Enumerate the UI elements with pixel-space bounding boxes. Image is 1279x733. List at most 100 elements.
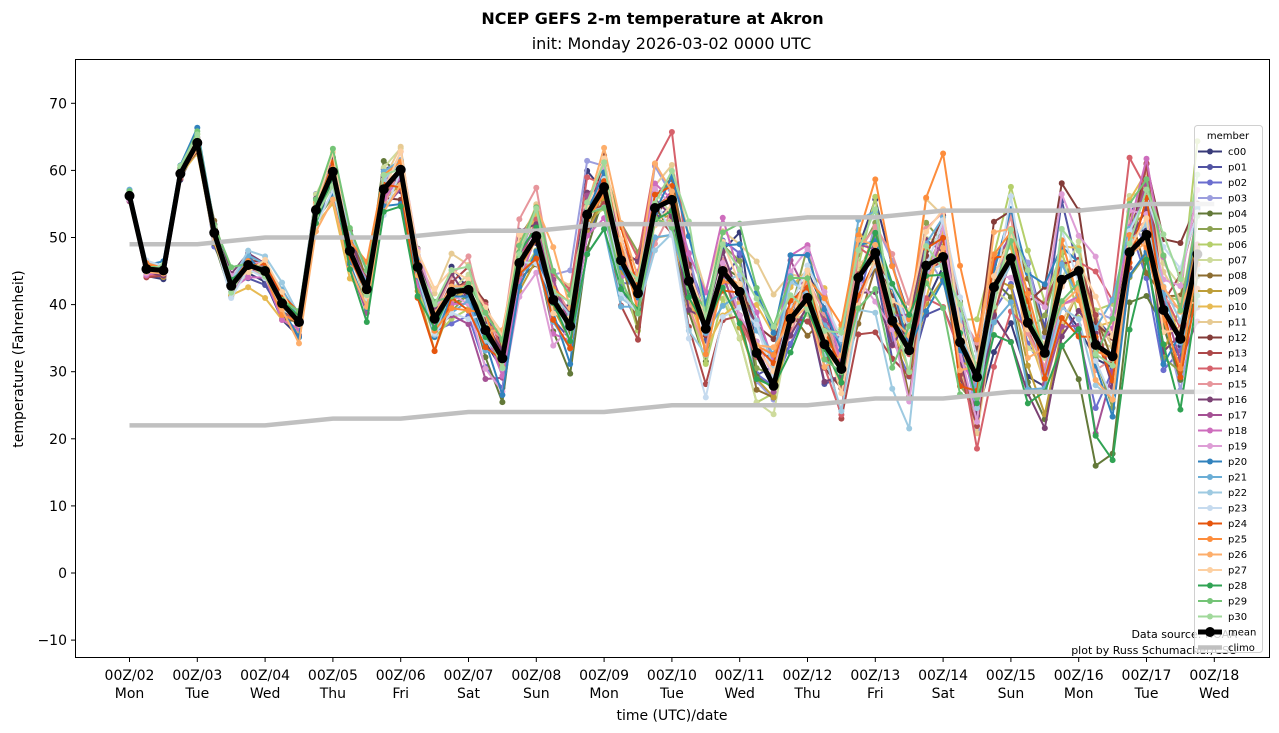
mean-point: [497, 353, 508, 364]
member-point: [380, 158, 387, 165]
member-point: [1092, 268, 1099, 275]
mean-point: [751, 347, 762, 358]
member-point: [1126, 326, 1133, 333]
member-point: [719, 260, 726, 267]
mean-point: [819, 339, 830, 350]
mean-point: [870, 247, 881, 258]
legend-marker: [1207, 520, 1213, 527]
legend-entry-p20: p20: [1198, 457, 1247, 468]
member-point: [1041, 425, 1048, 432]
member-point: [957, 262, 964, 269]
member-point: [923, 308, 930, 315]
member-point: [753, 258, 760, 265]
member-point: [736, 241, 743, 248]
member-point: [1126, 154, 1133, 161]
mean-point: [141, 264, 152, 275]
member-point: [499, 372, 506, 379]
member-point: [1024, 400, 1031, 407]
member-point: [770, 344, 777, 351]
member-point: [363, 319, 370, 326]
legend-entry-c00: c00: [1198, 147, 1246, 158]
legend-marker: [1207, 396, 1213, 403]
x-tick-label: 00Z/16: [1054, 668, 1104, 684]
legend-entry-p06: p06: [1198, 240, 1247, 251]
member-point: [482, 309, 489, 316]
y-tick-label: 40: [49, 298, 67, 314]
member-point: [228, 289, 235, 296]
member-point: [499, 391, 506, 398]
member-point: [1024, 354, 1031, 361]
x-tick-day-label: Fri: [392, 686, 409, 702]
legend-marker: [1207, 505, 1213, 511]
x-tick-day-label: Wed: [724, 686, 755, 702]
mean-point: [243, 260, 254, 271]
mean-point: [955, 337, 966, 348]
member-point: [448, 250, 455, 257]
member-point: [923, 219, 930, 226]
member-point: [872, 229, 879, 236]
legend-label: c00: [1228, 147, 1246, 158]
member-point: [889, 364, 896, 371]
member-point: [482, 365, 489, 372]
mean-point: [1056, 274, 1067, 285]
member-point: [940, 234, 947, 241]
x-axis: 00Z/02 Mon 00Z/03 Tue 00Z/04 Wed 00Z/05 Thu 00Z/…: [105, 657, 1239, 702]
member-point: [821, 306, 828, 313]
x-tick-day-label: Sun: [523, 686, 550, 702]
legend-entry-p13: p13: [1198, 349, 1247, 360]
x-tick-day-label: Mon: [1064, 686, 1094, 702]
x-tick-label: 00Z/11: [715, 668, 765, 684]
x-tick-label: 00Z/15: [986, 668, 1036, 684]
member-point: [855, 331, 862, 338]
mean-point: [1158, 304, 1169, 315]
mean-line: [127, 140, 1200, 389]
mean-point: [785, 313, 796, 324]
x-tick-day-label: Fri: [867, 686, 884, 702]
legend-marker: [1207, 241, 1213, 248]
member-point: [940, 305, 947, 312]
member-point: [584, 199, 591, 206]
x-tick-label: 00Z/08: [511, 668, 561, 684]
member-point: [465, 321, 472, 328]
member-point: [668, 188, 675, 195]
member-point: [855, 236, 862, 243]
legend-entry-p01: p01: [1198, 163, 1247, 174]
member-point: [1075, 376, 1082, 383]
mean-point: [531, 231, 542, 242]
member-point: [380, 172, 387, 179]
legend-label: p30: [1228, 612, 1247, 623]
member-point: [906, 425, 913, 432]
member-point: [1075, 316, 1082, 323]
member-point: [1075, 326, 1082, 333]
legend-entry-p29: p29: [1198, 597, 1247, 608]
legend-label: p05: [1228, 225, 1247, 236]
member-point: [499, 364, 506, 371]
member-point: [1177, 276, 1184, 283]
legend-label: p03: [1228, 194, 1247, 205]
member-point: [1058, 261, 1065, 268]
member-point: [1024, 247, 1031, 254]
member-point: [1143, 176, 1150, 183]
member-point: [821, 356, 828, 363]
mean-point: [1141, 229, 1152, 240]
member-point: [685, 294, 692, 301]
member-point: [889, 280, 896, 287]
member-point: [618, 278, 625, 285]
member-point: [787, 340, 794, 347]
member-point: [753, 365, 760, 372]
mean-point: [1022, 317, 1033, 328]
legend-label: p16: [1228, 395, 1247, 406]
member-point: [1092, 312, 1099, 319]
member-point: [465, 263, 472, 270]
member-point: [567, 370, 574, 377]
member-point: [1058, 314, 1065, 321]
member-point: [1007, 193, 1014, 200]
x-tick-day-label: Mon: [115, 686, 145, 702]
member-point: [838, 379, 845, 386]
member-point: [1126, 299, 1133, 306]
member-point: [414, 293, 421, 300]
legend-entry-p26: p26: [1198, 550, 1247, 561]
member-point: [516, 216, 523, 223]
member-point: [787, 274, 794, 281]
member-point: [1058, 225, 1065, 232]
